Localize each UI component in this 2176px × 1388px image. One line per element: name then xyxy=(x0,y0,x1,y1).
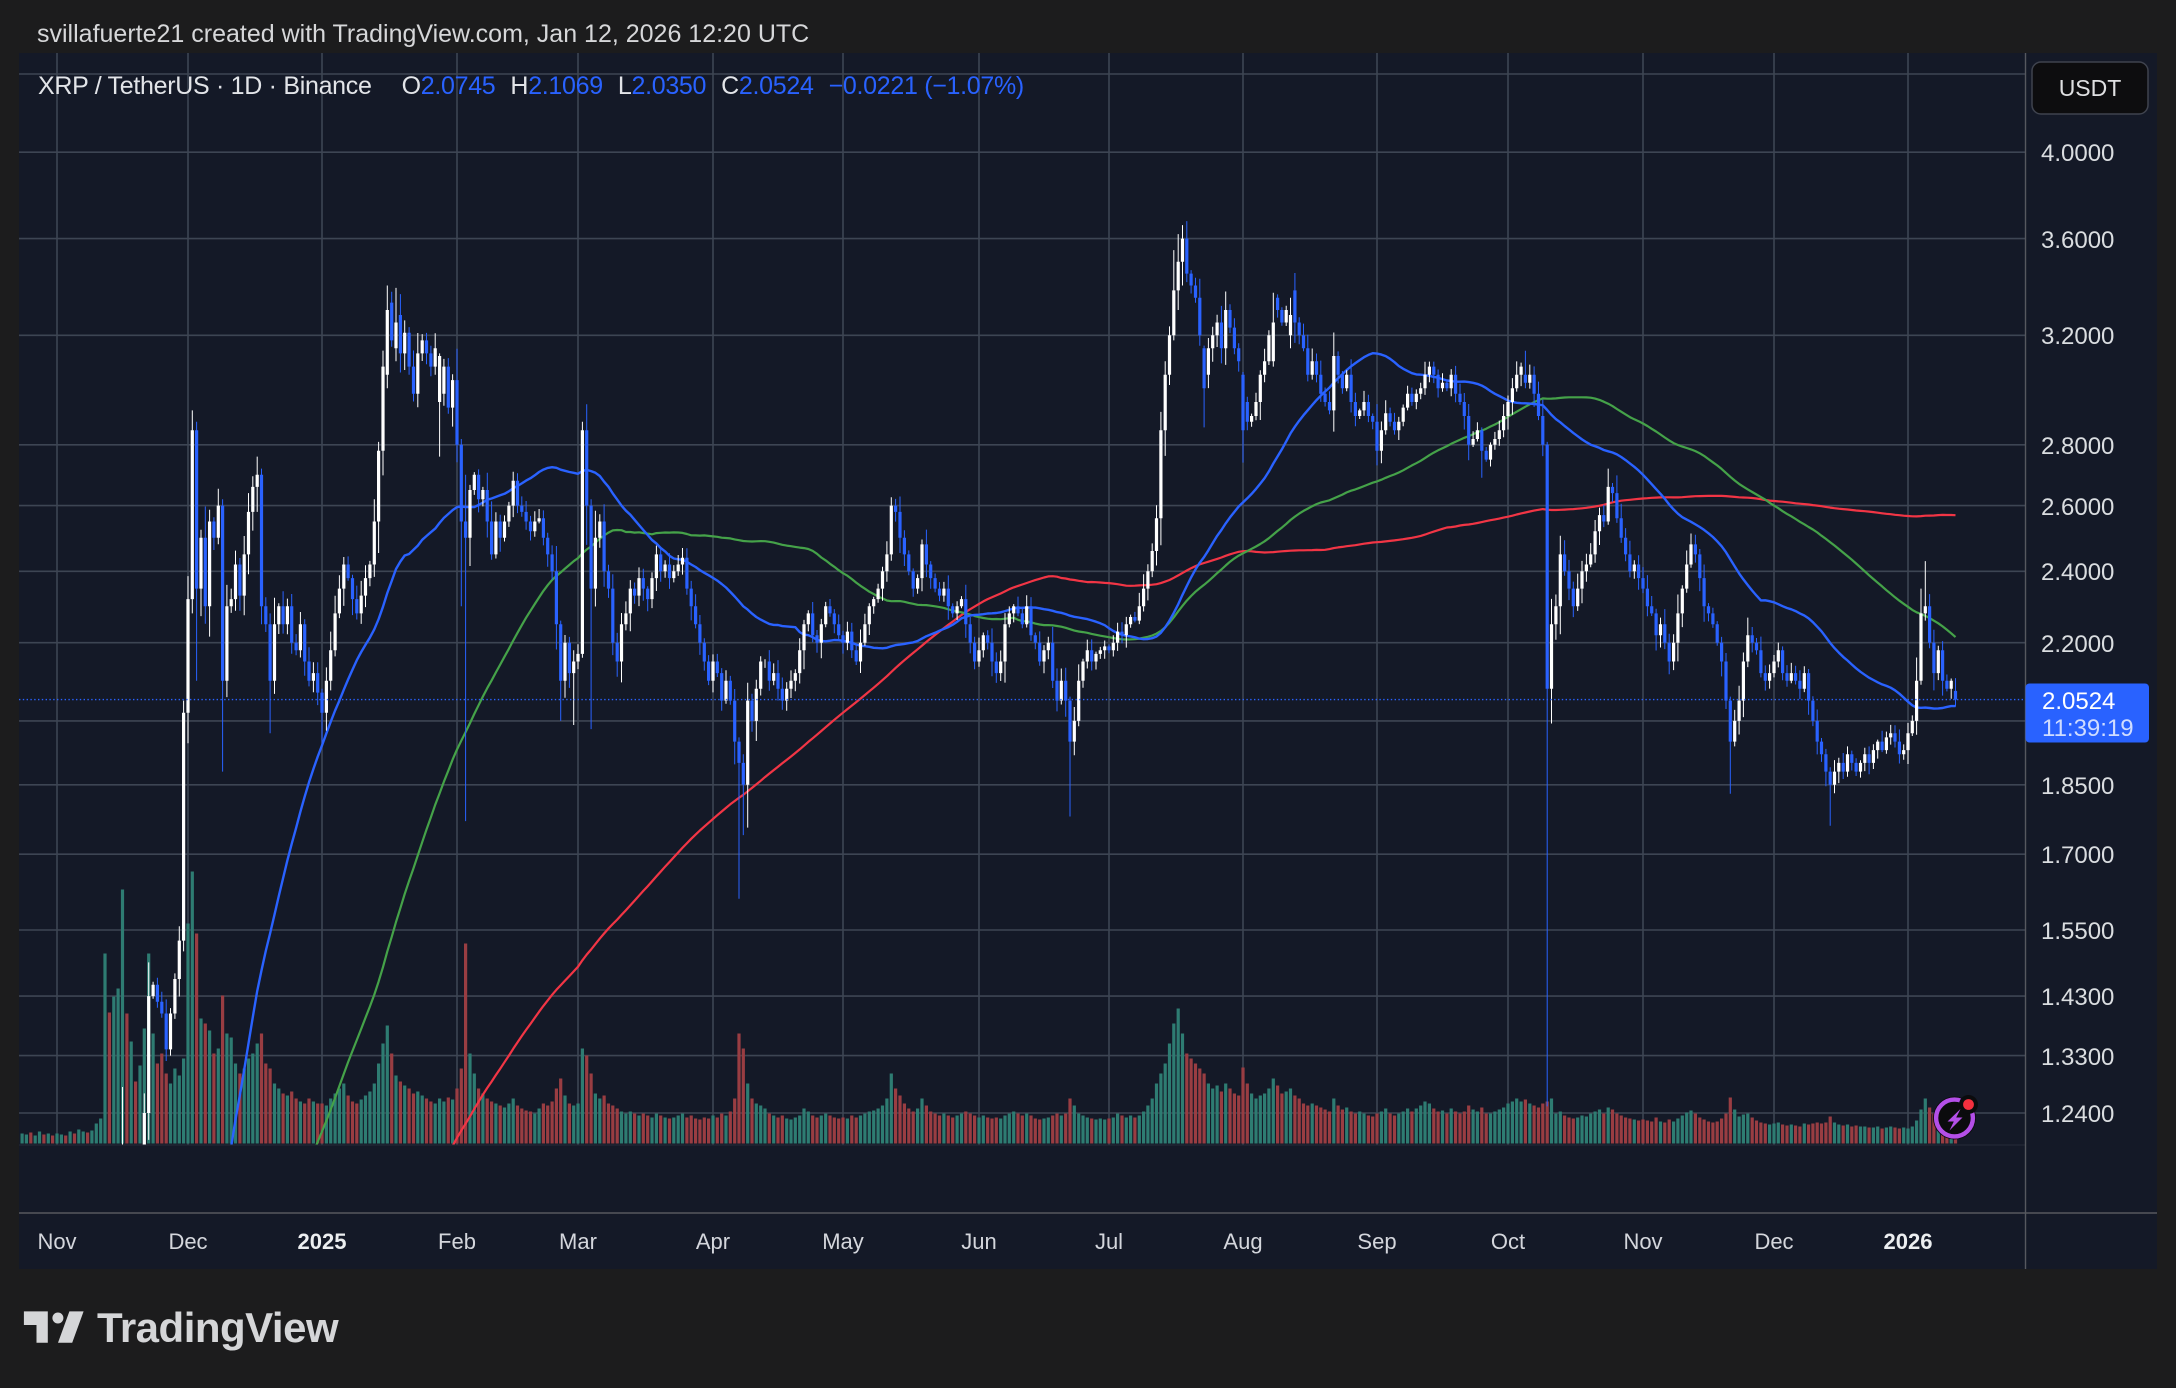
svg-text:Jul: Jul xyxy=(1095,1229,1123,1254)
svg-text:Mar: Mar xyxy=(559,1229,597,1254)
svg-text:2.6000: 2.6000 xyxy=(2041,494,2114,521)
svg-text:1.2400: 1.2400 xyxy=(2041,1101,2114,1128)
svg-text:2.0524: 2.0524 xyxy=(2042,688,2115,715)
svg-text:3.6000: 3.6000 xyxy=(2041,227,2114,254)
svg-text:3.2000: 3.2000 xyxy=(2041,323,2114,350)
svg-text:TradingView: TradingView xyxy=(97,1304,339,1351)
svg-text:1.3300: 1.3300 xyxy=(2041,1044,2114,1071)
svg-text:Nov: Nov xyxy=(1623,1229,1662,1254)
svg-text:2.8000: 2.8000 xyxy=(2041,433,2114,460)
svg-text:Sep: Sep xyxy=(1357,1229,1396,1254)
svg-text:4.0000: 4.0000 xyxy=(2041,140,2114,167)
svg-text:Dec: Dec xyxy=(1754,1229,1793,1254)
svg-text:2025: 2025 xyxy=(298,1229,347,1254)
svg-text:2.4000: 2.4000 xyxy=(2041,559,2114,586)
svg-text:Feb: Feb xyxy=(438,1229,476,1254)
svg-text:1.4300: 1.4300 xyxy=(2041,984,2114,1011)
svg-text:Aug: Aug xyxy=(1223,1229,1262,1254)
svg-text:Jun: Jun xyxy=(961,1229,996,1254)
svg-text:1.7000: 1.7000 xyxy=(2041,842,2114,869)
svg-text:2.2000: 2.2000 xyxy=(2041,631,2114,658)
svg-text:2026: 2026 xyxy=(1884,1229,1933,1254)
svg-text:11:39:19: 11:39:19 xyxy=(2042,715,2134,742)
svg-text:Oct: Oct xyxy=(1491,1229,1525,1254)
svg-text:svillafuerte21 created with Tr: svillafuerte21 created with TradingView.… xyxy=(37,20,809,48)
svg-text:Nov: Nov xyxy=(37,1229,76,1254)
svg-text:1.5500: 1.5500 xyxy=(2041,918,2114,945)
svg-text:USDT: USDT xyxy=(2059,75,2122,101)
svg-text:Dec: Dec xyxy=(168,1229,207,1254)
svg-text:May: May xyxy=(822,1229,864,1254)
svg-text:1.8500: 1.8500 xyxy=(2041,773,2114,800)
svg-text:Apr: Apr xyxy=(696,1229,730,1254)
